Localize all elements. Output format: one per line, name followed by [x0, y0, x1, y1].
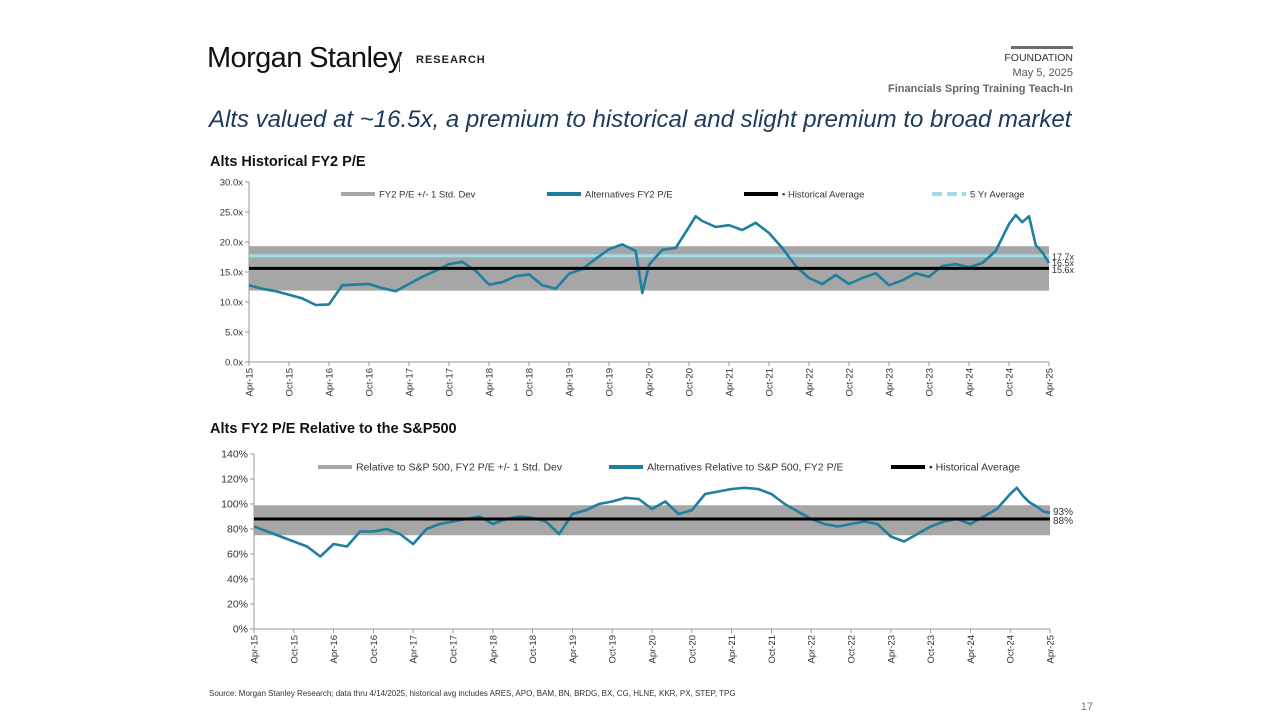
pe-chart: 0.0x 5.0x 10.0x 15.0x 20.0x 25.0x 30.0x Apr-15 O… — [220, 178, 1075, 397]
x-tick-label: Apr-17 — [405, 368, 416, 397]
legend-label: • Historical Average — [929, 462, 1020, 474]
x-tick-label: Oct-20 — [687, 635, 698, 664]
x-tick-label: Apr-18 — [488, 635, 499, 664]
x-tick-label: Oct-23 — [926, 635, 937, 664]
y-tick-label: 20% — [227, 599, 248, 611]
x-tick-label: Oct-24 — [1006, 635, 1017, 664]
x-tick-label: Oct-21 — [765, 368, 776, 397]
x-tick-label: Apr-19 — [565, 368, 576, 397]
x-tick-label: Apr-15 — [250, 635, 261, 664]
x-tick-label: Oct-24 — [1005, 368, 1016, 397]
x-tick-label: Oct-15 — [285, 368, 296, 397]
y-tick-label: 140% — [221, 449, 248, 461]
relative-chart: 0% 20% 40% 60% 80% 100% 120% 140% Apr-15 Oct-15 Ap… — [221, 449, 1073, 664]
x-tick-label: Oct-16 — [369, 635, 380, 664]
x-tick-label: Apr-22 — [805, 368, 816, 397]
x-tick-label: Apr-25 — [1046, 635, 1057, 664]
x-tick-label: Oct-23 — [925, 368, 936, 397]
x-tick-label: Apr-16 — [325, 368, 336, 397]
x-tick-label: Oct-18 — [528, 635, 539, 664]
x-tick-label: Oct-16 — [365, 368, 376, 397]
x-tick-label: Apr-24 — [965, 368, 976, 397]
end-value-label: 17.7x — [1052, 252, 1075, 262]
x-tick-label: Oct-17 — [449, 635, 460, 664]
y-tick-label: 60% — [227, 549, 248, 561]
y-tick-label: 15.0x — [220, 268, 243, 279]
end-value-label: 88% — [1053, 516, 1073, 527]
x-tick-label: Oct-22 — [845, 368, 856, 397]
x-tick-label: Apr-21 — [727, 635, 738, 664]
y-tick-label: 80% — [227, 524, 248, 536]
brand-logo: Morgan Stanley — [207, 42, 402, 74]
x-tick-label: Oct-17 — [445, 368, 456, 397]
x-tick-label: Apr-15 — [245, 368, 256, 397]
legend-label: Relative to S&P 500, FY2 P/E +/- 1 Std. … — [356, 462, 563, 474]
x-tick-label: Apr-23 — [886, 635, 897, 664]
y-tick-label: 25.0x — [220, 208, 243, 219]
report-date: May 5, 2025 — [1012, 67, 1073, 79]
header-rule — [1011, 46, 1073, 49]
y-tick-label: 30.0x — [220, 178, 243, 189]
end-value-label: 15.6x — [1052, 265, 1075, 275]
x-tick-label: Oct-21 — [767, 635, 778, 664]
x-tick-label: Apr-20 — [645, 368, 656, 397]
x-tick-label: Apr-25 — [1045, 368, 1056, 397]
x-tick-label: Apr-17 — [409, 635, 420, 664]
end-value-label: 93% — [1053, 507, 1073, 518]
slide-title: Alts valued at ~16.5x, a premium to hist… — [209, 106, 1072, 133]
y-tick-label: 5.0x — [225, 328, 243, 339]
y-tick-label: 10.0x — [220, 298, 243, 309]
x-tick-label: Oct-19 — [608, 635, 619, 664]
x-tick-label: Apr-22 — [807, 635, 818, 664]
x-tick-label: Apr-19 — [568, 635, 579, 664]
x-tick-label: Apr-23 — [885, 368, 896, 397]
x-tick-label: Apr-16 — [329, 635, 340, 664]
x-tick-label: Oct-19 — [605, 368, 616, 397]
chart-title-pe: Alts Historical FY2 P/E — [210, 154, 366, 170]
x-tick-label: Oct-15 — [289, 635, 300, 664]
legend-label: 5 Yr Average — [970, 190, 1025, 201]
legend-label: Alternatives FY2 P/E — [585, 190, 673, 201]
x-tick-label: Oct-20 — [685, 368, 696, 397]
report-event: Financials Spring Training Teach-In — [888, 83, 1073, 95]
report-tag: FOUNDATION — [1004, 52, 1073, 64]
page-number: 17 — [1080, 701, 1093, 713]
x-tick-label: Apr-24 — [966, 635, 977, 664]
x-tick-label: Apr-20 — [648, 635, 659, 664]
x-tick-label: Apr-21 — [725, 368, 736, 397]
x-tick-label: Oct-18 — [525, 368, 536, 397]
brand-divider — [399, 52, 400, 72]
legend-label: Alternatives Relative to S&P 500, FY2 P/… — [647, 462, 844, 474]
source-note: Source: Morgan Stanley Research; data th… — [209, 689, 736, 698]
y-tick-label: 100% — [221, 499, 248, 511]
legend-label: • Historical Average — [782, 190, 864, 201]
chart-title-relative: Alts FY2 P/E Relative to the S&P500 — [210, 421, 457, 437]
y-tick-label: 40% — [227, 574, 248, 586]
brand-subtitle: RESEARCH — [416, 54, 486, 66]
end-value-label: 16.5x — [1052, 258, 1075, 268]
x-tick-label: Apr-18 — [485, 368, 496, 397]
y-tick-label: 0% — [233, 624, 248, 636]
y-tick-label: 120% — [221, 474, 248, 486]
x-tick-label: Oct-22 — [847, 635, 858, 664]
legend-label: FY2 P/E +/- 1 Std. Dev — [379, 190, 476, 201]
y-tick-label: 20.0x — [220, 238, 243, 249]
series-line — [248, 213, 1051, 307]
y-tick-label: 0.0x — [225, 358, 243, 369]
